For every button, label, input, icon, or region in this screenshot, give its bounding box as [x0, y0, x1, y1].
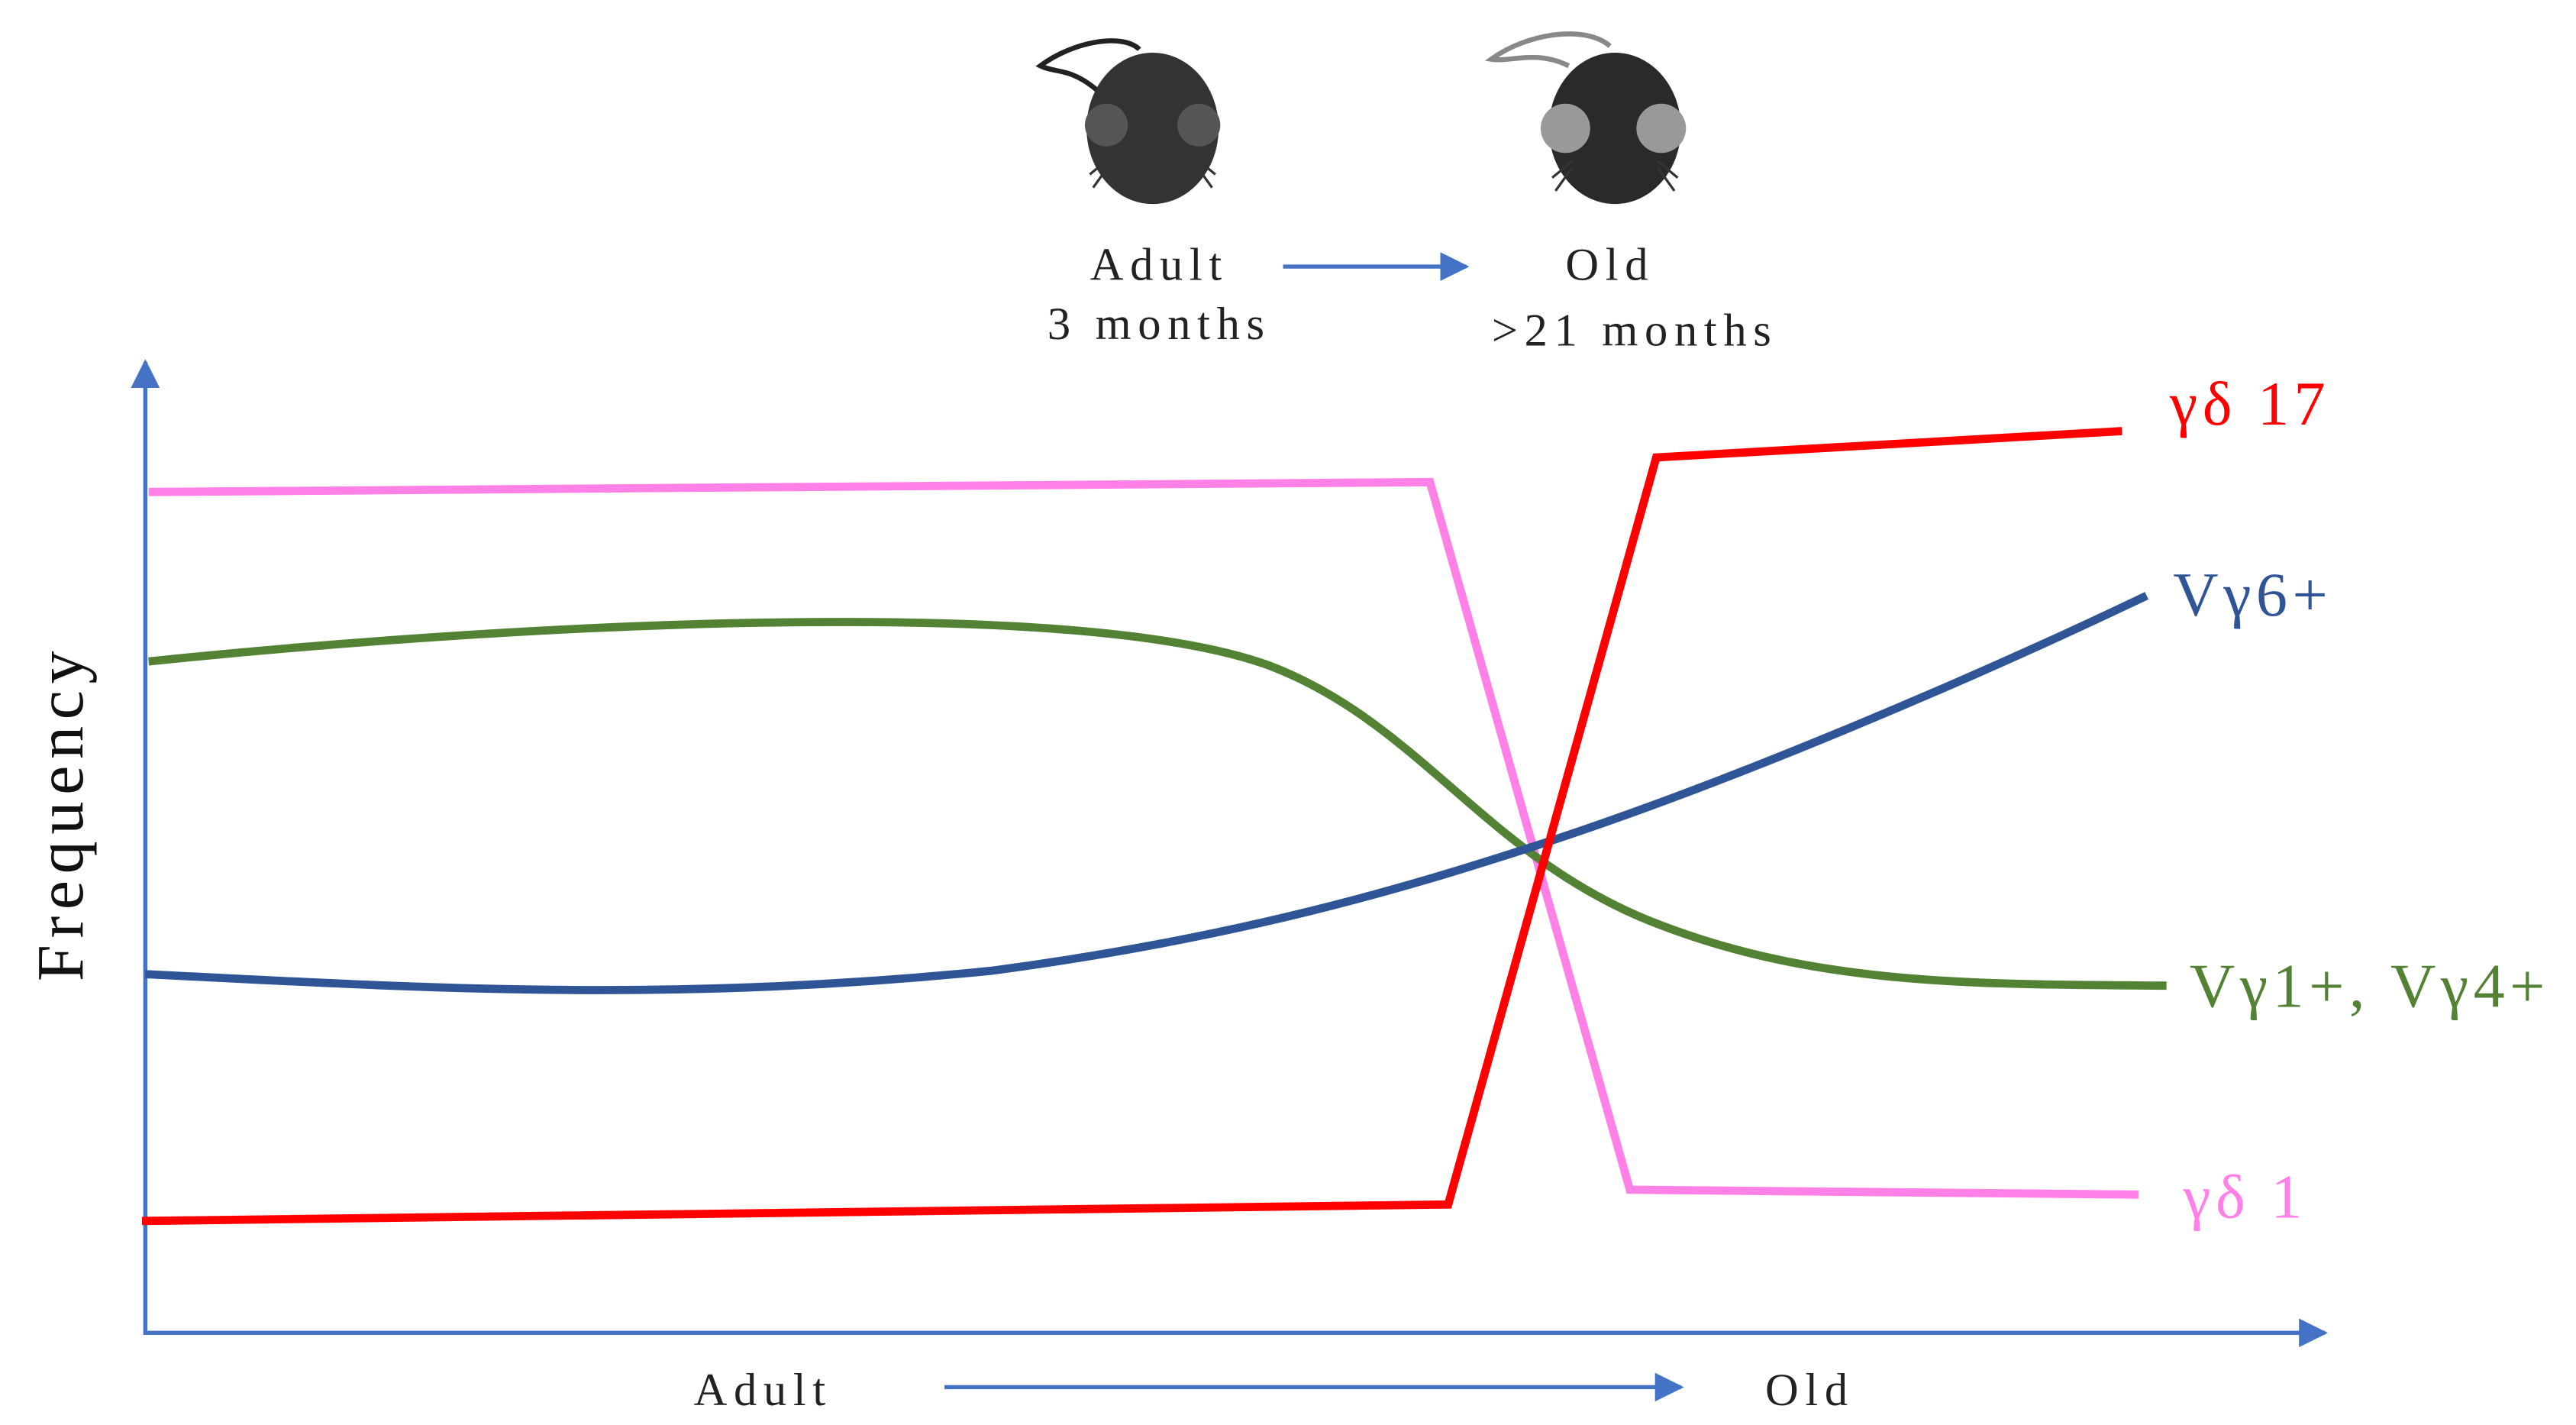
- vg1-vg4-label: Vγ1+, Vγ4+: [2190, 952, 2550, 1021]
- end-label: Old: [1565, 239, 1654, 290]
- start-label: Adult: [1090, 239, 1228, 290]
- gd17-label: γδ 17: [2169, 369, 2330, 438]
- vg6-label: Vγ6+: [2173, 560, 2332, 629]
- x-end-label: Old: [1765, 1365, 1855, 1416]
- adult-mouse: [1035, 38, 1221, 205]
- x-start-label: Adult: [694, 1365, 832, 1416]
- gd17-line: [141, 427, 2122, 1226]
- gd1-line: [148, 477, 2139, 1199]
- y-axis-label: Frequency: [24, 645, 97, 981]
- end-age: >21 months: [1492, 305, 1778, 357]
- vg1-vg4-line: [148, 618, 2167, 990]
- gd1-label: γδ 1: [2182, 1162, 2307, 1232]
- old-mouse: [1484, 31, 1687, 205]
- start-age: 3 months: [1048, 299, 1271, 350]
- vg6-line: [145, 592, 2149, 994]
